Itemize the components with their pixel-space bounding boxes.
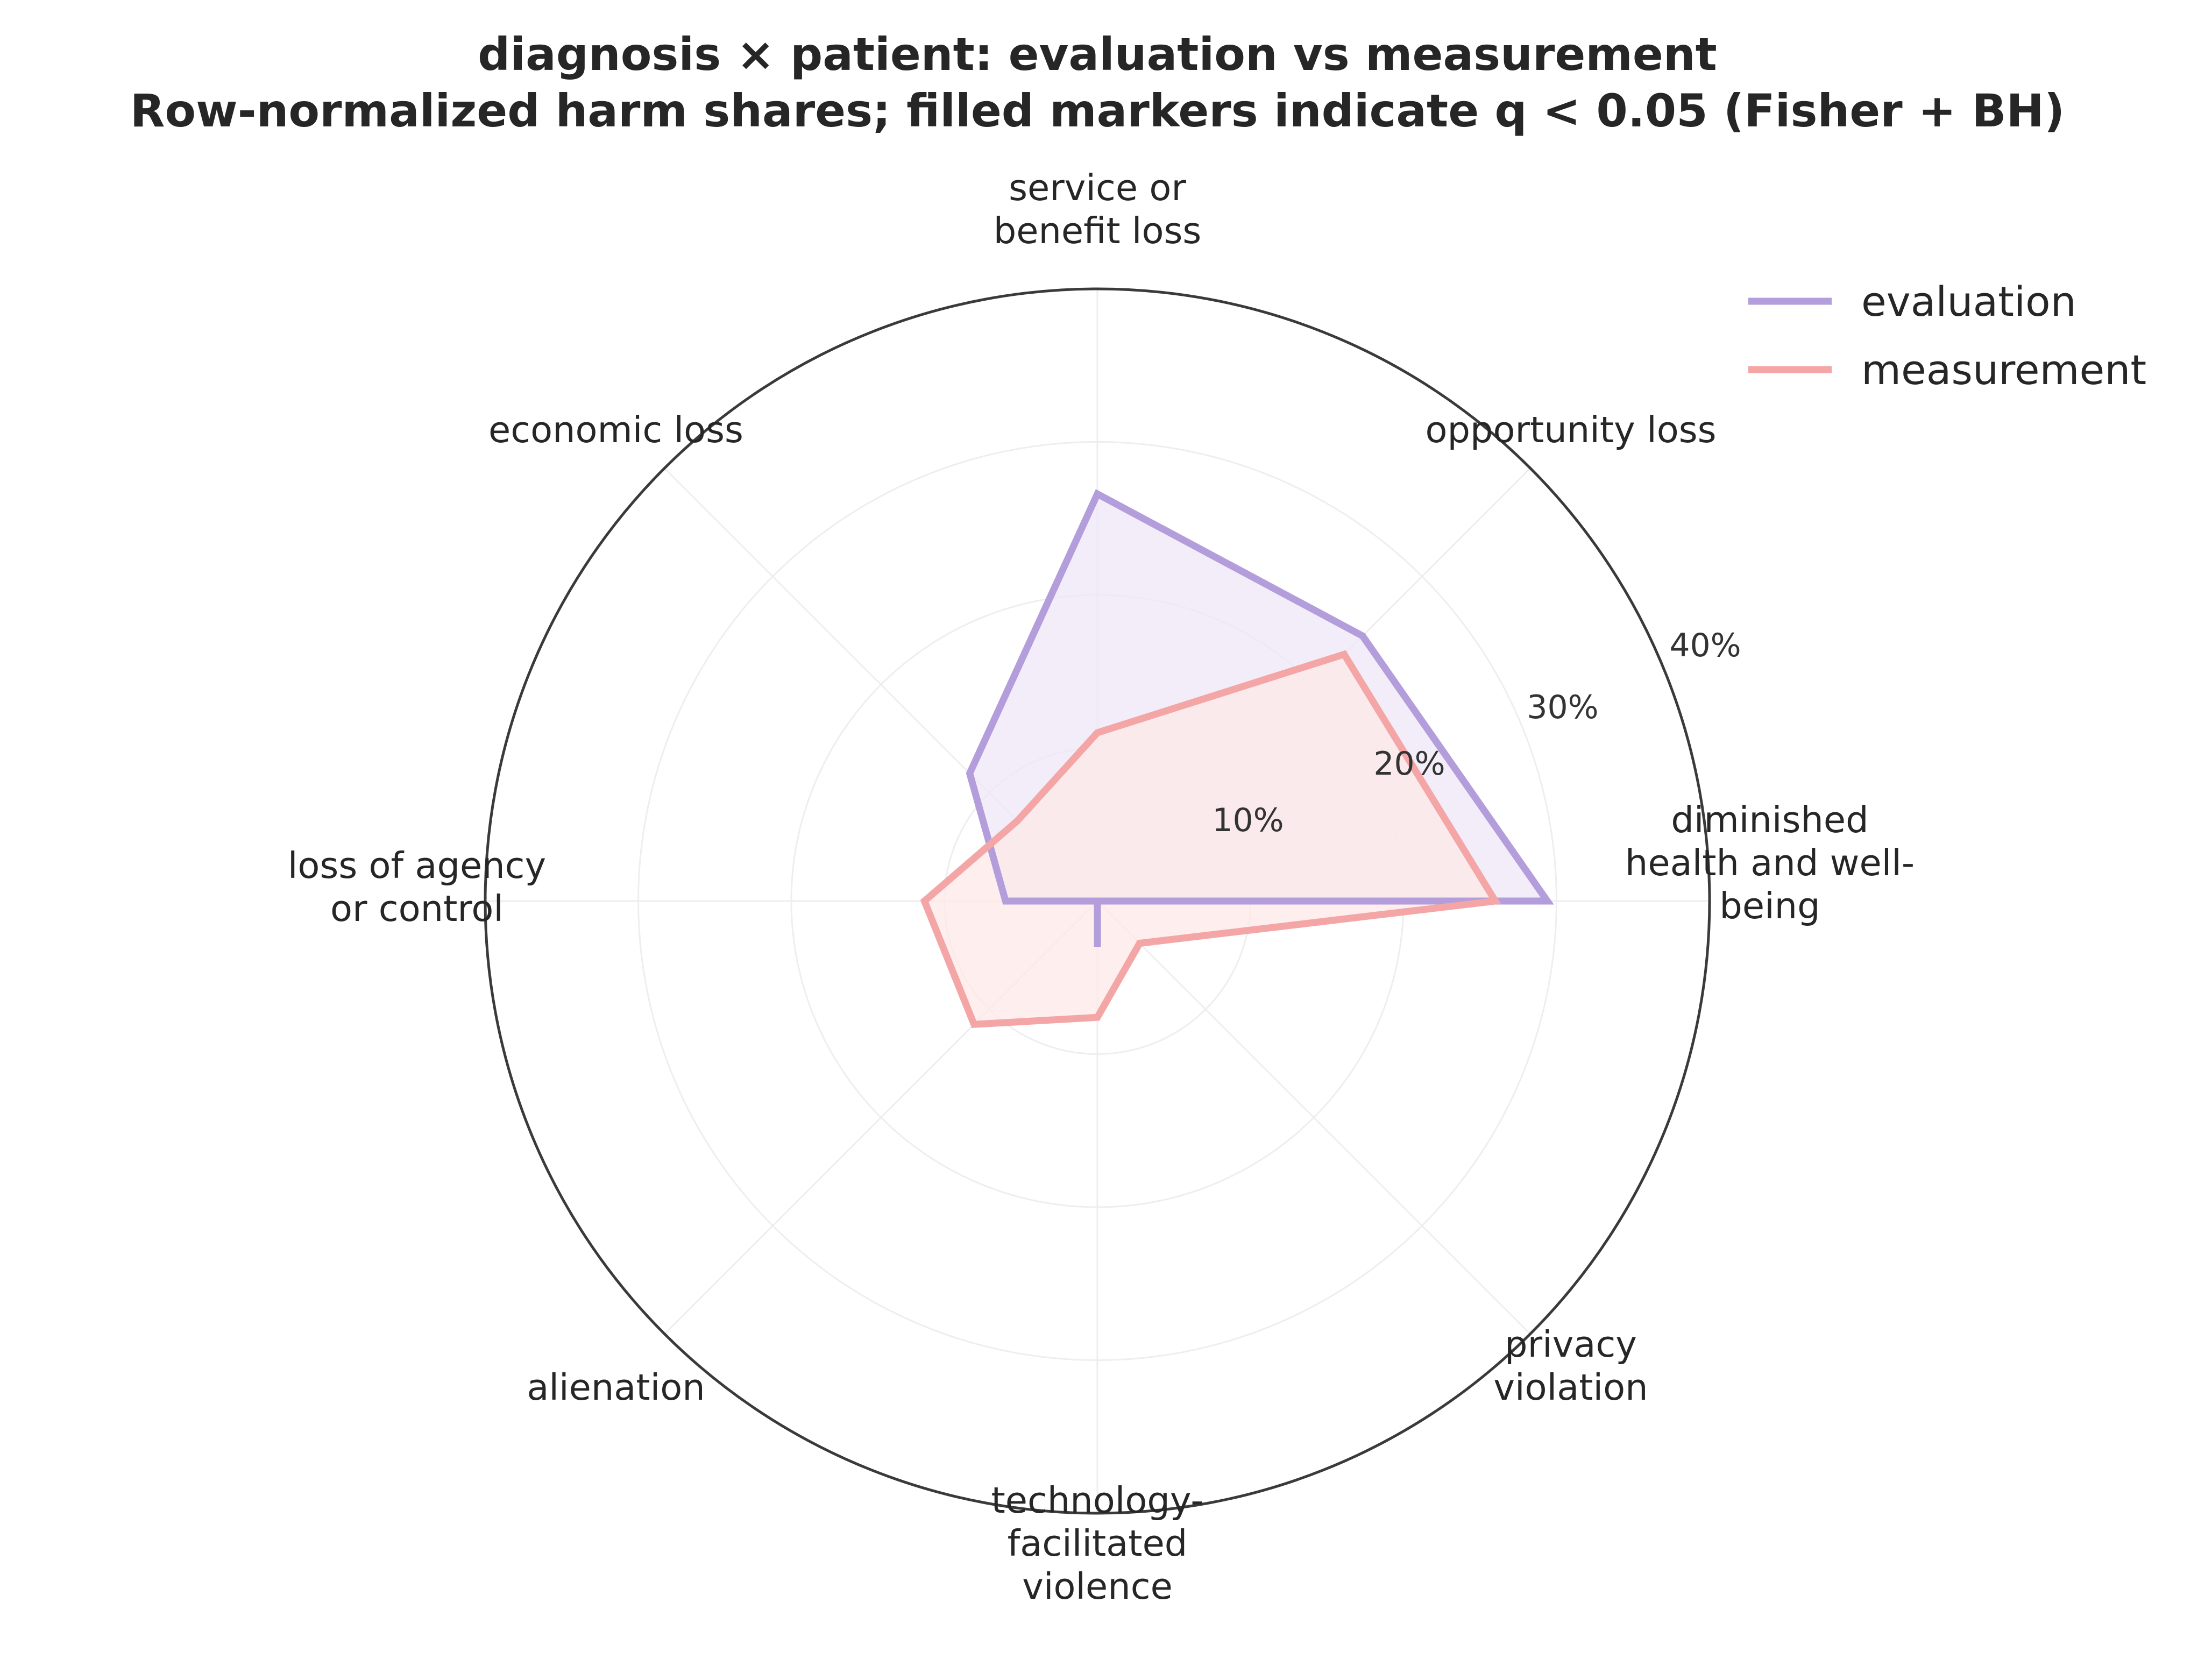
legend: evaluation measurement — [1748, 278, 2146, 394]
radial-tick-labels: 10% 20% 30% 40% — [1212, 627, 1741, 839]
category-label: violation — [1493, 1366, 1648, 1408]
category-label: privacy — [1505, 1323, 1637, 1365]
category-label: facilitated — [1008, 1522, 1188, 1564]
category-label: loss of agency — [288, 845, 546, 887]
radial-tick-label: 30% — [1527, 689, 1598, 726]
category-label: opportunity loss — [1425, 409, 1716, 451]
chart-title: diagnosis × patient: evaluation vs measu… — [130, 28, 2065, 137]
radial-tick-label: 20% — [1373, 745, 1445, 783]
outer-frame — [484, 287, 1711, 1515]
series-layer — [920, 489, 1554, 1029]
chart-title-line: diagnosis × patient: evaluation vs measu… — [478, 28, 1717, 81]
category-label: service or — [1009, 167, 1186, 209]
radial-tick-label: 40% — [1669, 627, 1741, 664]
category-label: being — [1719, 885, 1820, 927]
series-area-measurement — [924, 654, 1495, 1025]
polar-frame — [484, 287, 1711, 1515]
legend-label: measurement — [1861, 346, 2146, 394]
radial-tick-label: 10% — [1212, 802, 1284, 839]
category-label: technology- — [991, 1479, 1203, 1521]
category-label: economic loss — [488, 409, 743, 451]
category-label: diminished — [1671, 799, 1868, 841]
category-label: alienation — [527, 1366, 705, 1408]
chart-title-line: Row-normalized harm shares; filled marke… — [130, 84, 2065, 137]
category-label: benefit loss — [994, 210, 1202, 252]
category-label: violence — [1022, 1565, 1173, 1607]
legend-label: evaluation — [1861, 278, 2076, 325]
category-label: health and well- — [1625, 842, 1915, 884]
grid-spoke — [1096, 900, 1531, 1335]
category-label: or control — [330, 888, 504, 930]
